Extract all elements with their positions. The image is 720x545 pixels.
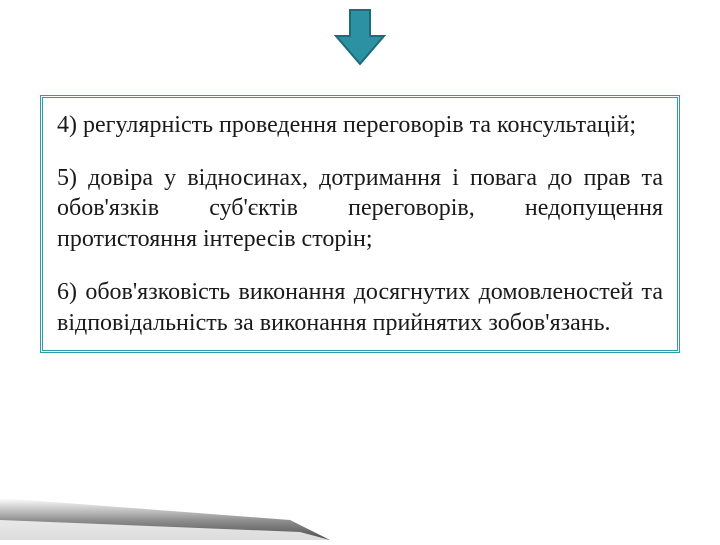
content-box: 4) регулярність проведення переговорів т… <box>40 95 680 353</box>
down-arrow <box>334 8 386 71</box>
paragraph-5: 5) довіра у відносинах, дотримання і пов… <box>57 163 663 255</box>
paragraph-4: 4) регулярність проведення переговорів т… <box>57 110 663 141</box>
paragraph-6: 6) обов'язковість виконання досягнутих д… <box>57 277 663 338</box>
corner-shadow <box>0 480 340 540</box>
